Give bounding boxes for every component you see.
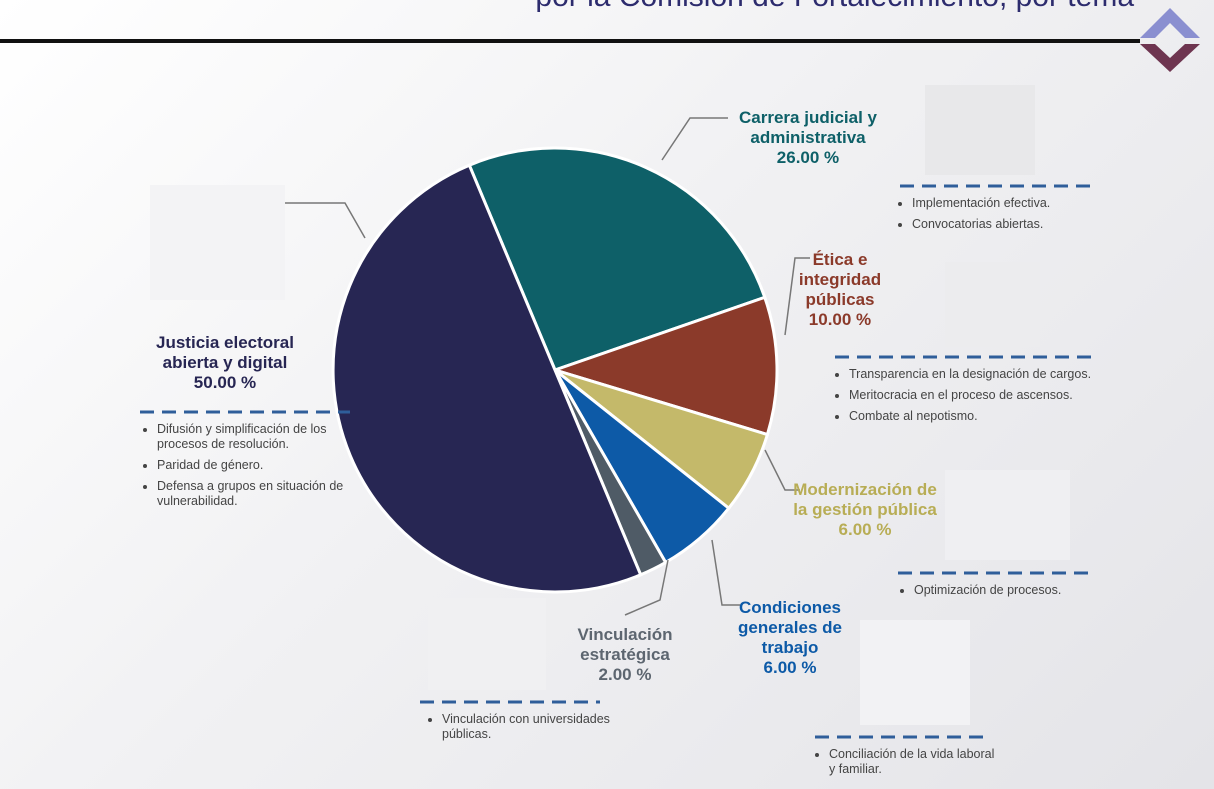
value-label: 6.00 % [715,658,865,678]
bullet: Combate al nepotismo. [849,409,1109,424]
bullet: Convocatorias abiertas. [912,217,1102,232]
bullet: Defensa a grupos en situación de vulnera… [157,479,367,509]
bullet: Implementación efectiva. [912,196,1102,211]
category-label: Vinculación estratégica [555,625,695,665]
value-label: 26.00 % [728,148,888,168]
bullet: Vinculación con universidades públicas. [442,712,622,742]
bullet: Conciliación de la vida laboral y famili… [829,747,999,777]
value-label: 10.00 % [790,310,890,330]
pie [333,148,777,592]
bullet: Transparencia en la designación de cargo… [849,367,1109,382]
bullet: Meritocracia en el proceso de ascensos. [849,388,1109,403]
bullet: Paridad de género. [157,458,367,473]
value-label: 50.00 % [130,373,320,393]
bullet: Difusión y simplificación de los proceso… [157,422,367,452]
page: por la Comisión de Fortalecimiento, por … [0,0,1214,789]
value-label: 2.00 % [555,665,695,685]
bullet: Optimización de procesos. [914,583,1104,598]
bullet-list: Conciliación de la vida laboral y famili… [815,747,999,783]
category-label: Modernización de la gestión pública [790,480,940,520]
category-label: Ética e integridad públicas [790,250,890,310]
logo [1140,8,1200,72]
bullet-list: Difusión y simplificación de los proceso… [143,422,367,515]
bullet-list: Transparencia en la designación de cargo… [835,367,1109,430]
bullet-list: Implementación efectiva. Convocatorias ab… [898,196,1102,238]
category-label: Justicia electoral abierta y digital [130,333,320,373]
bullet-list: Optimización de procesos. [900,583,1104,604]
value-label: 6.00 % [790,520,940,540]
category-label: Condiciones generales de trabajo [715,598,865,658]
bullet-list: Vinculación con universidades públicas. [428,712,622,748]
category-label: Carrera judicial y administrativa [728,108,888,148]
